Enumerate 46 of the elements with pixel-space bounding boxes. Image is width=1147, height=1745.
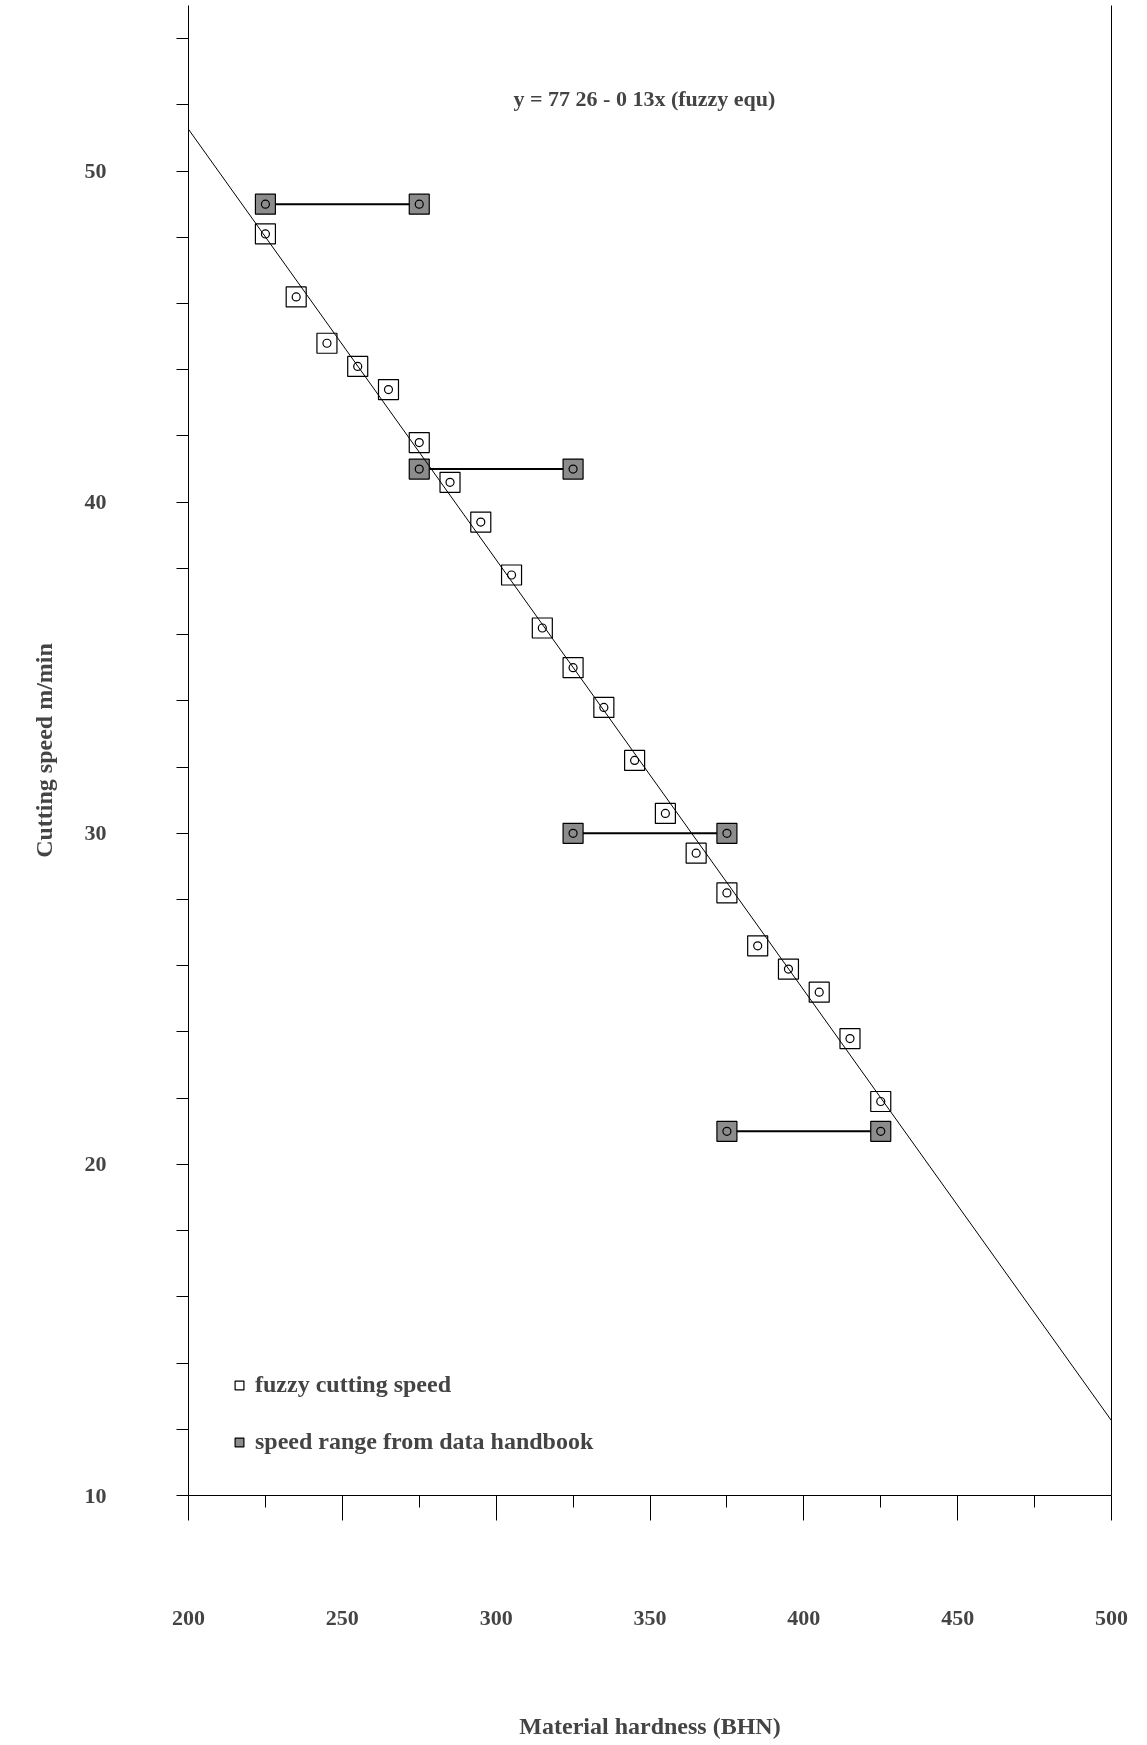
point — [531, 617, 553, 639]
y-tick-label: 50 — [84, 158, 107, 184]
x-tick-label: 400 — [787, 1604, 821, 1630]
point — [839, 1027, 861, 1050]
point — [654, 802, 676, 825]
y-axis-title: Cutting speed m/min — [30, 643, 57, 858]
point — [870, 1090, 892, 1113]
point — [254, 223, 277, 245]
point — [870, 1120, 892, 1142]
y-tick-label: 10 — [84, 1482, 107, 1508]
point — [562, 822, 584, 844]
point — [685, 842, 707, 864]
point — [408, 458, 430, 480]
point — [408, 431, 430, 454]
point — [377, 378, 400, 401]
x-tick-label: 350 — [633, 1604, 667, 1630]
legend-label: speed range from data handbook — [255, 1428, 594, 1455]
point — [777, 958, 800, 980]
point — [716, 822, 738, 844]
point — [316, 332, 338, 354]
point — [716, 882, 738, 904]
point — [808, 981, 830, 1003]
x-tick-label: 250 — [325, 1604, 359, 1630]
point — [470, 511, 492, 533]
legend-label: fuzzy cutting speed — [255, 1371, 451, 1398]
point — [285, 286, 307, 308]
point — [254, 193, 277, 215]
x-axis-title: Material hardness (BHN) — [519, 1712, 781, 1739]
point — [500, 564, 523, 586]
point — [439, 471, 461, 493]
annotation: y = 77 26 - 0 13x (fuzzy equ) — [513, 85, 776, 111]
point — [716, 1120, 738, 1142]
x-tick-label: 200 — [172, 1604, 205, 1630]
x-tick-label: 500 — [1095, 1604, 1128, 1630]
y-tick-label: 20 — [84, 1151, 107, 1177]
point — [624, 749, 646, 772]
x-tick-label: 450 — [941, 1604, 975, 1630]
point — [562, 458, 584, 480]
point — [747, 935, 769, 957]
point — [347, 355, 369, 378]
point — [408, 193, 430, 215]
point — [593, 696, 615, 719]
y-tick-label: 40 — [84, 489, 107, 515]
point — [562, 657, 584, 679]
x-tick-label: 300 — [479, 1604, 513, 1630]
y-tick-label: 30 — [84, 820, 107, 846]
